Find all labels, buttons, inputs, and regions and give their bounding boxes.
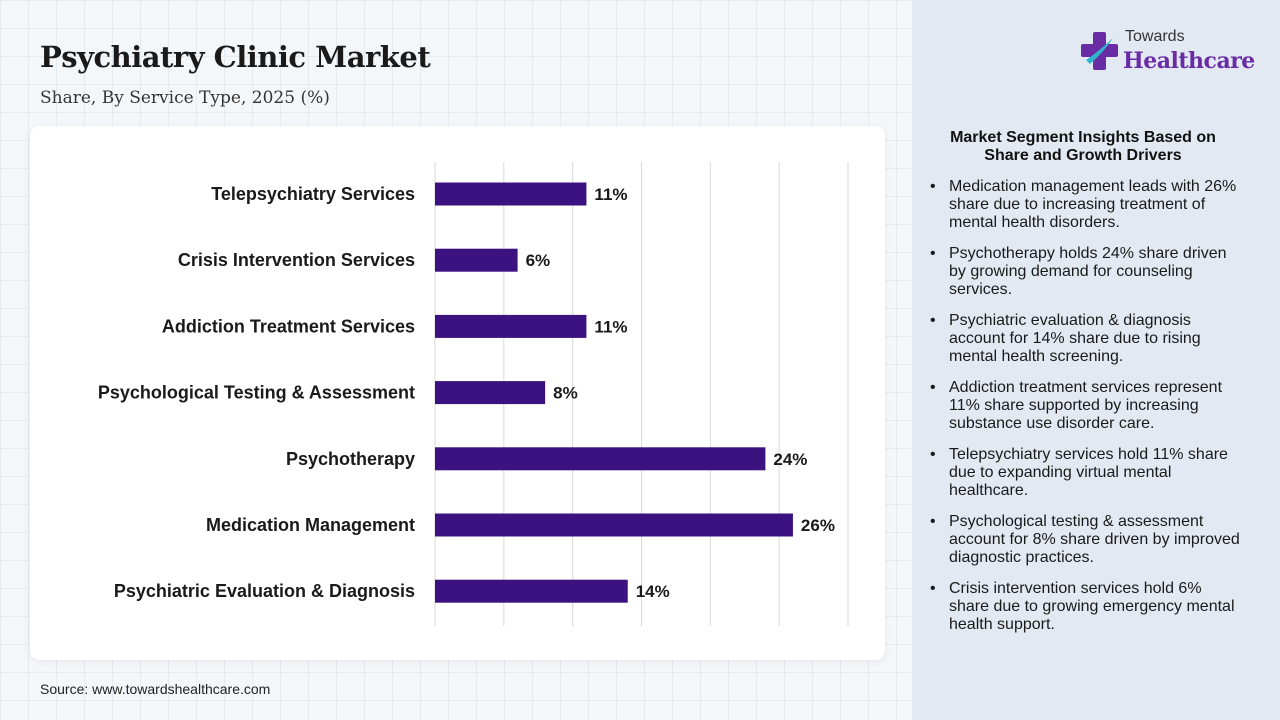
chart-title: Psychiatry Clinic Market (40, 40, 431, 74)
category-label: Crisis Intervention Services (178, 250, 415, 270)
insights-title: Market Segment Insights Based on Share a… (950, 129, 1216, 164)
data-label: 11% (594, 317, 627, 336)
category-label: Psychological Testing & Assessment (98, 383, 415, 403)
chart-subtitle: Share, By Service Type, 2025 (%) (40, 88, 330, 108)
logo-text-towards: Towards (1125, 28, 1185, 45)
category-label: Psychotherapy (286, 449, 415, 469)
bar (435, 314, 587, 338)
insight-item: Psychotherapy holds 24% share driven by … (930, 245, 1245, 299)
data-label: 24% (773, 450, 807, 469)
bar (435, 381, 546, 405)
bar (435, 513, 793, 537)
bar (435, 579, 628, 603)
category-label: Medication Management (206, 515, 415, 535)
data-label: 11% (594, 185, 627, 204)
source-note: Source: www.towardshealthcare.com (40, 681, 271, 697)
category-label: Addiction Treatment Services (162, 316, 415, 336)
category-label: Psychiatric Evaluation & Diagnosis (114, 581, 415, 601)
bar (435, 248, 518, 272)
medical-cross-icon (1081, 32, 1118, 70)
data-label: 14% (636, 582, 670, 601)
chart-card: Telepsychiatry Services 11% Crisis Interve… (30, 126, 885, 660)
bar (435, 447, 766, 471)
data-label: 26% (801, 516, 835, 535)
insight-item: Psychiatric evaluation & diagnosis accou… (930, 312, 1245, 366)
bar-chart: Telepsychiatry Services 11% Crisis Interve… (98, 162, 849, 626)
insight-item: Medication management leads with 26% sha… (930, 178, 1245, 232)
category-label: Telepsychiatry Services (211, 184, 415, 204)
data-label: 8% (553, 384, 578, 403)
insight-item: Psychological testing & assessment accou… (930, 513, 1245, 567)
bar (435, 182, 587, 206)
insights-list: Medication management leads with 26% sha… (930, 178, 1245, 647)
insight-item: Crisis intervention services hold 6% sha… (930, 580, 1245, 634)
insight-item: Telepsychiatry services hold 11% share d… (930, 446, 1245, 500)
logo-text-healthcare: Healthcare (1123, 48, 1255, 74)
brand-logo: Towards Healthcare (1080, 28, 1255, 78)
insight-item: Addiction treatment services represent 1… (930, 379, 1245, 433)
data-label: 6% (526, 251, 551, 270)
